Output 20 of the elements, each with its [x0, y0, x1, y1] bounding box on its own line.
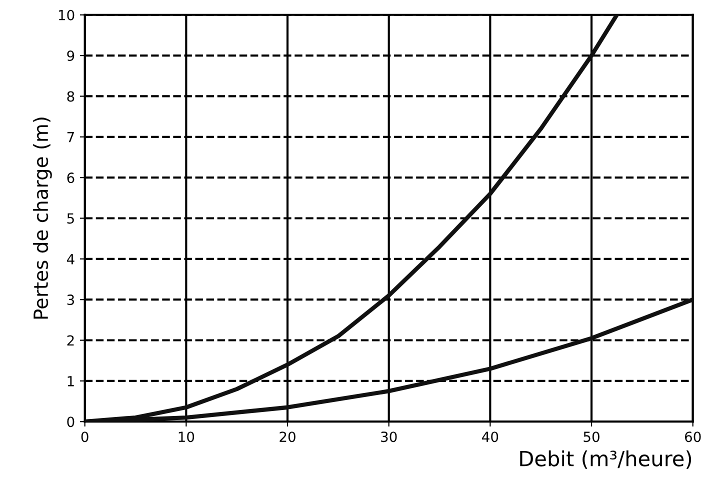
- y-tick-label: 4: [66, 254, 74, 264]
- x-tick-label: 50: [584, 432, 600, 442]
- y-tick-label: 5: [67, 213, 74, 224]
- y-axis-title: Pertes de charge (m): [33, 118, 52, 319]
- x-tick-label: 30: [381, 432, 397, 442]
- x-tick-label: 0: [81, 432, 88, 442]
- y-tick-label: 2: [67, 335, 74, 346]
- y-tick-label: 9: [67, 50, 74, 62]
- x-tick-label: 10: [178, 432, 194, 442]
- x-tick-label: 40: [482, 432, 498, 442]
- y-tick-label: 8: [67, 91, 74, 102]
- y-tick-label: 1: [68, 376, 74, 386]
- y-tick-label: 10: [58, 10, 74, 20]
- y-tick-label: 7: [67, 132, 74, 142]
- x-tick-label: 20: [280, 432, 296, 442]
- x-tick-label: 60: [684, 432, 701, 442]
- x-axis-title: Debit (m³/heure): [520, 450, 692, 469]
- y-tick-label: 3: [67, 294, 74, 306]
- y-tick-label: 0: [67, 416, 74, 428]
- y-tick-label: 6: [67, 172, 74, 184]
